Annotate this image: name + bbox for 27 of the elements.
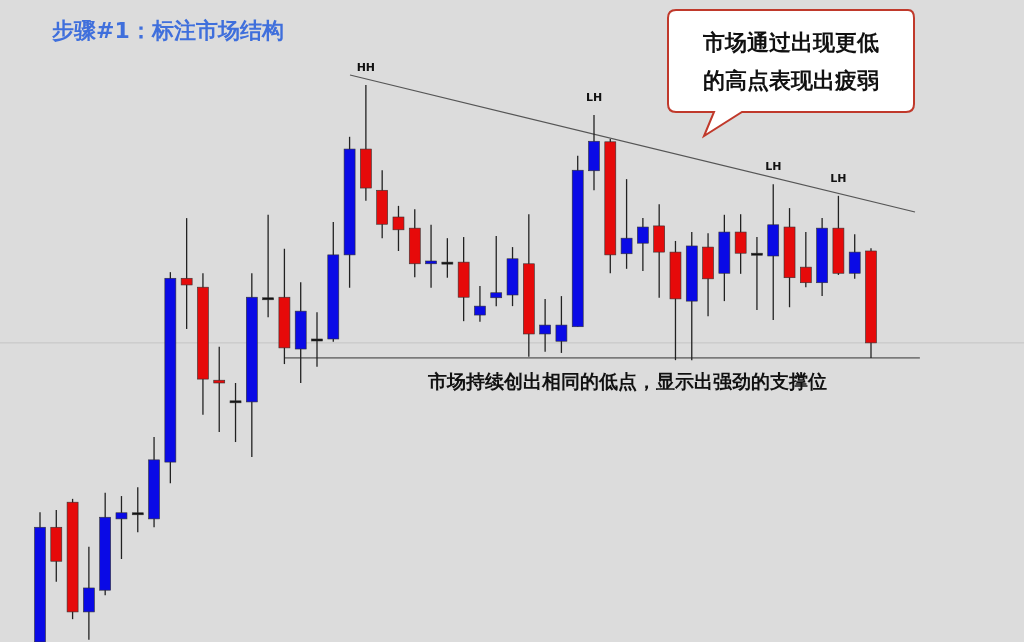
chart-title: 步骤#1：标注市场结构 — [52, 18, 284, 43]
candlestick — [425, 224, 437, 289]
candlestick — [392, 205, 405, 252]
candlestick — [115, 495, 128, 560]
candlestick — [637, 217, 649, 272]
candlestick — [213, 346, 226, 433]
annotation: 市场通过出现更低的高点表现出疲弱 — [702, 30, 879, 93]
candlestick — [539, 298, 551, 353]
candlestick — [555, 295, 568, 354]
candlestick — [734, 213, 747, 275]
candlestick — [229, 382, 242, 443]
candlestick — [751, 236, 763, 311]
candlestick — [441, 237, 454, 279]
candlestick — [490, 235, 503, 307]
candlestick — [83, 546, 95, 641]
annotation: LH — [585, 91, 603, 105]
annotation: LH — [830, 171, 847, 185]
annotation: 市场持续创出相同的低点，显示出强劲的支撑位 — [427, 370, 827, 392]
candlestick — [474, 285, 486, 323]
candlestick — [800, 231, 812, 288]
candlestick — [848, 233, 861, 280]
candlestick — [262, 214, 274, 318]
annotation: LH — [765, 160, 782, 174]
annotation: HH — [356, 61, 376, 74]
candlestick — [620, 178, 633, 270]
candlestick — [131, 486, 144, 533]
candlestick — [180, 217, 193, 330]
